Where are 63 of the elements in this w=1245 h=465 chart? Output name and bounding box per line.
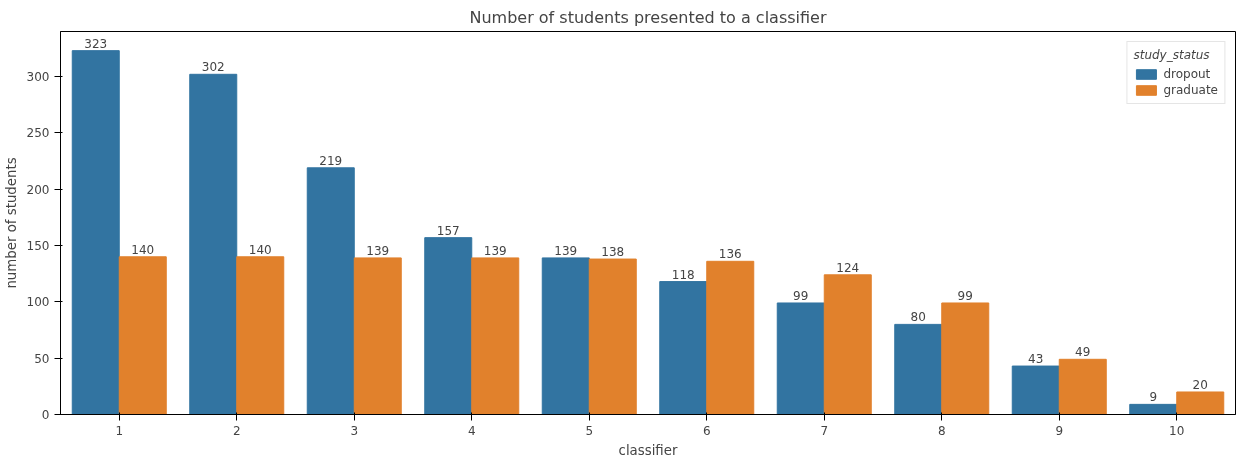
- bar: [541, 257, 590, 415]
- data-label: 43: [1028, 352, 1044, 367]
- y-tick-label: 0: [41, 408, 50, 422]
- bar: [941, 302, 990, 415]
- bar: [1011, 365, 1060, 415]
- data-label: 138: [601, 245, 625, 260]
- y-axis-title: number of students: [3, 157, 19, 289]
- legend-label: dropout: [1163, 67, 1211, 81]
- x-tick-label: 10: [1169, 423, 1185, 438]
- bar: [706, 260, 755, 415]
- data-label: 99: [793, 288, 809, 303]
- data-label: 140: [248, 242, 272, 257]
- bar: [776, 302, 825, 415]
- y-tick-label: 150: [26, 239, 50, 254]
- data-label: 139: [483, 243, 507, 258]
- bar: [823, 274, 872, 415]
- y-tick-label: 50: [34, 351, 50, 366]
- x-tick-label: 3: [350, 423, 359, 438]
- y-tick-label: 200: [26, 182, 50, 197]
- x-tick-label: 2: [232, 423, 241, 438]
- x-tick-label: 5: [585, 423, 594, 438]
- x-tick-label: 7: [820, 423, 829, 438]
- data-label: 219: [319, 153, 343, 168]
- y-tick-label: 250: [26, 126, 50, 141]
- bar: [189, 73, 238, 415]
- x-tick-label: 6: [702, 423, 711, 438]
- bar: [1058, 358, 1107, 415]
- bar: [236, 256, 285, 415]
- bar: [659, 281, 708, 415]
- bar: [1176, 391, 1225, 415]
- bar: [471, 257, 520, 415]
- x-tick-label: 9: [1055, 423, 1064, 438]
- data-label: 9: [1149, 390, 1158, 405]
- x-tick-label: 1: [115, 423, 124, 438]
- data-label: 136: [718, 247, 742, 262]
- data-label: 118: [671, 267, 695, 282]
- data-label: 80: [910, 310, 926, 325]
- data-label: 139: [366, 243, 390, 258]
- bar: [71, 50, 120, 415]
- x-axis-title: classifier: [618, 442, 678, 458]
- data-label: 302: [201, 60, 225, 75]
- data-label: 139: [554, 243, 578, 258]
- bar: [353, 257, 402, 415]
- data-label: 323: [84, 36, 108, 51]
- bar: [424, 237, 473, 415]
- y-tick-label: 100: [26, 295, 50, 310]
- data-label: 140: [131, 242, 155, 257]
- bar: [1129, 403, 1178, 415]
- bar: [588, 258, 637, 415]
- x-tick-label: 8: [937, 423, 946, 438]
- legend-label: graduate: [1163, 83, 1218, 97]
- data-label: 99: [957, 288, 973, 303]
- legend-title: study_status: [1133, 48, 1211, 62]
- x-tick-label: 4: [467, 423, 476, 438]
- data-label: 157: [436, 223, 460, 238]
- data-label: 124: [836, 260, 860, 275]
- bar: [118, 256, 167, 415]
- data-label: 20: [1192, 377, 1208, 392]
- data-label: 49: [1075, 345, 1091, 360]
- chart-title: Number of students presented to a classifier: [469, 7, 827, 27]
- bar: [894, 323, 943, 415]
- bar: [306, 167, 355, 415]
- y-tick-label: 300: [26, 70, 50, 85]
